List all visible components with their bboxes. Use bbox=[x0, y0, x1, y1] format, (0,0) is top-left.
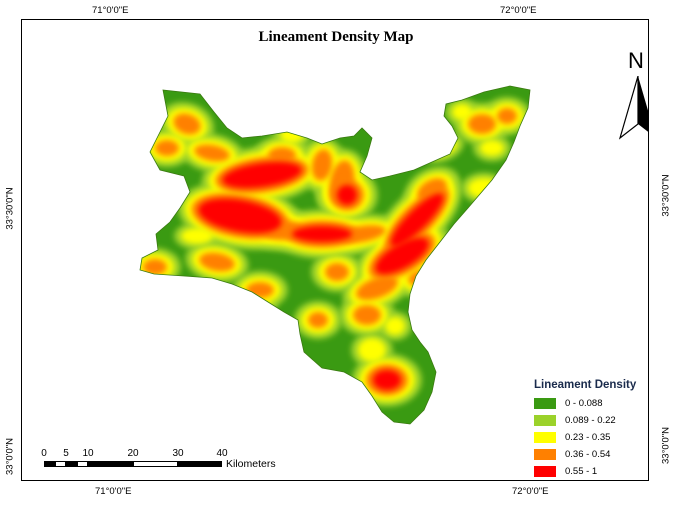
scale-tick: 40 bbox=[216, 448, 228, 459]
coord-top-left: 71°0'0"E bbox=[92, 5, 129, 16]
density-hotspot bbox=[250, 297, 270, 309]
density-map bbox=[139, 85, 531, 425]
density-hotspot bbox=[338, 225, 386, 243]
coord-bottom-left: 71°0'0"E bbox=[95, 486, 132, 497]
legend-label: 0.089 - 0.22 bbox=[565, 415, 616, 426]
north-arrow-icon bbox=[618, 76, 648, 140]
density-hotspot bbox=[181, 228, 213, 244]
legend-item: 0.23 - 0.35 bbox=[534, 429, 644, 446]
density-hotspot bbox=[143, 259, 167, 275]
density-hotspot bbox=[497, 108, 517, 124]
density-hotspot bbox=[308, 312, 328, 328]
coord-left-upper: 33°30'0"N bbox=[4, 187, 16, 230]
scale-tick: 5 bbox=[63, 448, 69, 459]
scale-segment bbox=[55, 461, 66, 467]
legend-swatch bbox=[534, 449, 556, 460]
density-hotspot bbox=[268, 147, 296, 163]
legend-item: 0 - 0.088 bbox=[534, 395, 644, 412]
legend-swatch bbox=[534, 415, 556, 426]
density-hotspot bbox=[246, 282, 274, 298]
legend-label: 0 - 0.088 bbox=[565, 398, 603, 409]
density-hotspot bbox=[155, 140, 179, 156]
density-hotspot bbox=[468, 178, 500, 198]
density-hotspot bbox=[356, 275, 398, 301]
legend-swatch bbox=[534, 432, 556, 443]
scale-segment bbox=[178, 461, 222, 467]
legend-label: 0.23 - 0.35 bbox=[565, 432, 611, 443]
north-label: N bbox=[628, 48, 644, 73]
scale-tick: 0 bbox=[41, 448, 47, 459]
coord-right-upper: 33°30'0"N bbox=[660, 174, 672, 217]
density-hotspot bbox=[373, 370, 401, 390]
scale-tick: 10 bbox=[82, 448, 94, 459]
coord-right-lower: 33°0'0"N bbox=[660, 427, 672, 464]
scale-tick: 20 bbox=[127, 448, 139, 459]
density-hotspot bbox=[280, 127, 304, 143]
density-hotspot bbox=[292, 226, 352, 242]
density-hotspot bbox=[199, 252, 235, 272]
density-hotspot bbox=[353, 305, 381, 325]
scale-units: Kilometers bbox=[226, 458, 276, 470]
legend-title: Lineament Density bbox=[534, 379, 637, 391]
density-hotspot bbox=[452, 104, 472, 120]
legend-item: 0.089 - 0.22 bbox=[534, 412, 644, 429]
density-hotspot bbox=[390, 193, 444, 247]
density-hotspot bbox=[222, 161, 302, 189]
density-hotspot bbox=[358, 338, 386, 362]
legend-item: 0.55 - 1 bbox=[534, 463, 644, 480]
density-hotspot bbox=[194, 144, 230, 162]
legend-label: 0.55 - 1 bbox=[565, 466, 598, 477]
density-hotspot bbox=[325, 263, 349, 281]
coord-bottom-right: 72°0'0"E bbox=[512, 486, 549, 497]
density-hotspot bbox=[198, 198, 282, 234]
map-frame: Lineament Density Map N Lineament Densit… bbox=[21, 19, 649, 481]
scale-segment bbox=[44, 461, 55, 467]
scale-tick: 30 bbox=[172, 448, 184, 459]
density-hotspot bbox=[385, 317, 405, 335]
legend-swatch bbox=[534, 398, 556, 409]
density-hotspot bbox=[337, 185, 357, 205]
density-hotspot bbox=[173, 113, 201, 135]
map-title: Lineament Density Map bbox=[258, 29, 414, 45]
density-hotspot bbox=[311, 149, 333, 181]
scale-segment bbox=[88, 461, 133, 467]
legend-label: 0.36 - 0.54 bbox=[565, 449, 611, 460]
coord-left-lower: 33°0'0"N bbox=[4, 438, 16, 475]
density-hotspot bbox=[468, 114, 496, 134]
density-hotspot bbox=[480, 140, 504, 156]
density-hotspot bbox=[438, 240, 466, 256]
coord-top-right: 72°0'0"E bbox=[500, 5, 537, 16]
scale-segment bbox=[77, 461, 88, 467]
legend-swatch bbox=[534, 466, 556, 477]
scale-segment bbox=[133, 461, 178, 467]
legend: Lineament Density 0 - 0.088 0.089 - 0.22… bbox=[534, 379, 644, 480]
density-hotspot bbox=[375, 237, 429, 275]
legend-item: 0.36 - 0.54 bbox=[534, 446, 644, 463]
scale-segment bbox=[66, 461, 77, 467]
